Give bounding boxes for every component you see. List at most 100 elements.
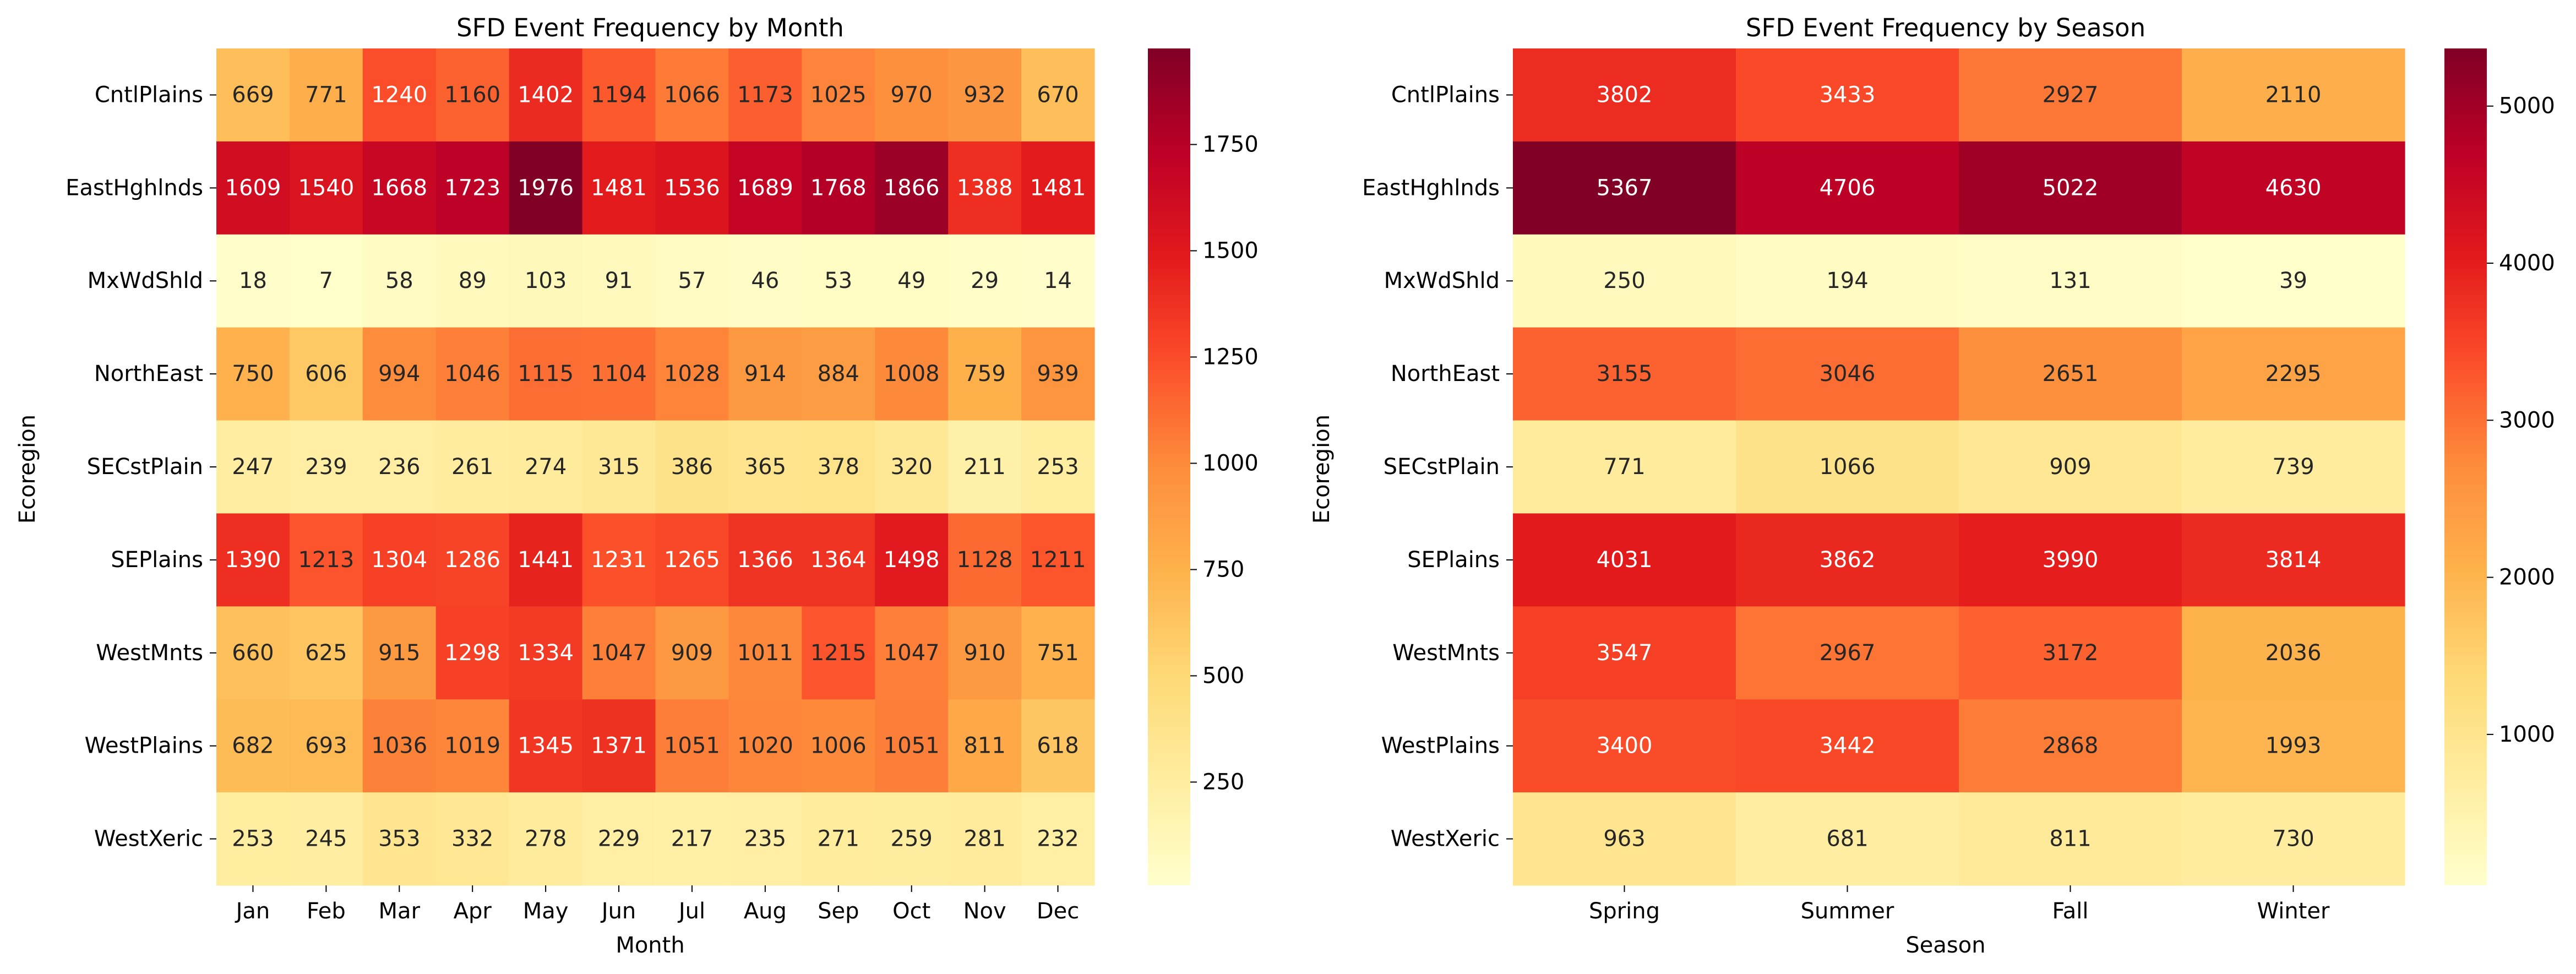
cell-value-label: 4630 [2265, 175, 2322, 200]
heatmap-cell [289, 141, 363, 235]
cell-value-label: 58 [385, 268, 413, 293]
colorbar-tick-label: 250 [1202, 769, 1244, 795]
heatmap-cell [802, 420, 875, 514]
heatmap-cell [728, 48, 802, 142]
x-tick-label: Oct [892, 899, 930, 924]
heatmap-cell [582, 513, 656, 607]
cell-value-label: 1993 [2265, 733, 2322, 759]
heatmap-cell [1513, 699, 1736, 793]
y-tick-label: WestXeric [94, 826, 203, 852]
y-tick-label: MxWdShld [1384, 268, 1500, 293]
heatmap-cell [216, 606, 290, 700]
heatmap-cell [655, 141, 729, 235]
cell-value-label: 57 [678, 268, 706, 293]
heatmap-cell [289, 792, 363, 886]
y-tick-label: WestMnts [1392, 640, 1500, 666]
x-tick-label: Sep [818, 899, 859, 924]
cell-value-label: 29 [971, 268, 999, 293]
season-x-axis-label: Season [1905, 933, 1985, 958]
cell-value-label: 1390 [225, 547, 281, 573]
heatmap-cell [362, 141, 437, 235]
cell-value-label: 606 [305, 361, 347, 387]
y-tick-label: WestPlains [1381, 733, 1500, 759]
heatmap-cell [948, 420, 1022, 514]
cell-value-label: 1402 [518, 82, 574, 107]
cell-value-label: 281 [963, 826, 1005, 852]
colorbar-tick-label: 3000 [2499, 407, 2555, 433]
season-x-axis-ticks: Spring Summer Fall Winter [1589, 885, 2330, 924]
cell-value-label: 245 [305, 826, 347, 852]
heatmap-cell [509, 141, 583, 235]
heatmap-cell [582, 420, 656, 514]
cell-value-label: 739 [2272, 454, 2314, 480]
cell-value-label: 1304 [371, 547, 427, 573]
cell-value-label: 4706 [1820, 175, 1876, 200]
cell-value-label: 1104 [591, 361, 647, 387]
cell-value-label: 1345 [518, 733, 574, 759]
cell-value-label: 915 [378, 640, 420, 666]
heatmap-cell [2182, 513, 2405, 607]
cell-value-label: 3046 [1820, 361, 1876, 387]
heatmap-cell [362, 48, 437, 142]
cell-value-label: 211 [963, 454, 1005, 480]
cell-value-label: 1481 [591, 175, 647, 200]
heatmap-cell [1021, 420, 1095, 514]
heatmap-cell [875, 699, 949, 793]
heatmap-cell [216, 141, 290, 235]
season-y-axis-label: Ecoregion [1309, 415, 1335, 524]
heatmap-cell [655, 699, 729, 793]
cell-value-label: 3400 [1597, 733, 1653, 759]
heatmap-cell [435, 792, 510, 886]
heatmap-cell [1959, 606, 2182, 700]
cell-value-label: 278 [525, 826, 567, 852]
cell-value-label: 2651 [2043, 361, 2099, 387]
cell-value-label: 247 [232, 454, 274, 480]
heatmap-cell [1021, 792, 1095, 886]
x-tick-label: Jun [600, 899, 636, 924]
cell-value-label: 994 [378, 361, 420, 387]
cell-value-label: 1194 [591, 82, 647, 107]
month-x-axis-ticks: Jan Feb Mar Apr May Jun Jul Aug Sep Oct Nov Dec [235, 885, 1079, 924]
heatmap-cell [1736, 234, 1959, 328]
season-heatmap-cells [1513, 48, 2405, 886]
cell-value-label: 46 [751, 268, 779, 293]
cell-value-label: 751 [1037, 640, 1079, 666]
cell-value-label: 7 [319, 268, 333, 293]
cell-value-label: 232 [1037, 826, 1079, 852]
heatmap-cell [1021, 606, 1095, 700]
cell-value-label: 1128 [957, 547, 1013, 573]
heatmap-cell [728, 234, 802, 328]
y-tick-label: WestPlains [85, 733, 203, 759]
month-heatmap-title: SFD Event Frequency by Month [456, 13, 844, 42]
cell-value-label: 229 [598, 826, 640, 852]
heatmap-cell [289, 513, 363, 607]
cell-value-label: 811 [2049, 826, 2091, 852]
cell-value-label: 332 [451, 826, 493, 852]
cell-value-label: 1265 [664, 547, 720, 573]
cell-value-label: 939 [1037, 361, 1079, 387]
colorbar-tick-label: 5000 [2499, 94, 2555, 119]
cell-value-label: 2110 [2265, 82, 2322, 107]
cell-value-label: 1008 [884, 361, 940, 387]
heatmap-cell [875, 606, 949, 700]
heatmap-cell [1513, 48, 1736, 142]
cell-value-label: 5022 [2043, 175, 2099, 200]
heatmap-cell [1959, 513, 2182, 607]
heatmap-cell [948, 792, 1022, 886]
cell-value-label: 625 [305, 640, 347, 666]
heatmap-cell [289, 420, 363, 514]
heatmap-cell [1021, 513, 1095, 607]
heatmap-cell [509, 513, 583, 607]
heatmap-cell [2182, 420, 2405, 514]
heatmap-cell [1736, 141, 1959, 235]
x-tick-label: Apr [454, 899, 492, 924]
colorbar-tick-label: 1250 [1202, 344, 1259, 369]
y-tick-label: MxWdShld [88, 268, 203, 293]
cell-value-label: 771 [1603, 454, 1645, 480]
cell-value-label: 239 [305, 454, 347, 480]
colorbar-gradient [2444, 48, 2487, 885]
heatmap-cell [655, 606, 729, 700]
cell-value-label: 660 [232, 640, 274, 666]
cell-value-label: 194 [1826, 268, 1868, 293]
